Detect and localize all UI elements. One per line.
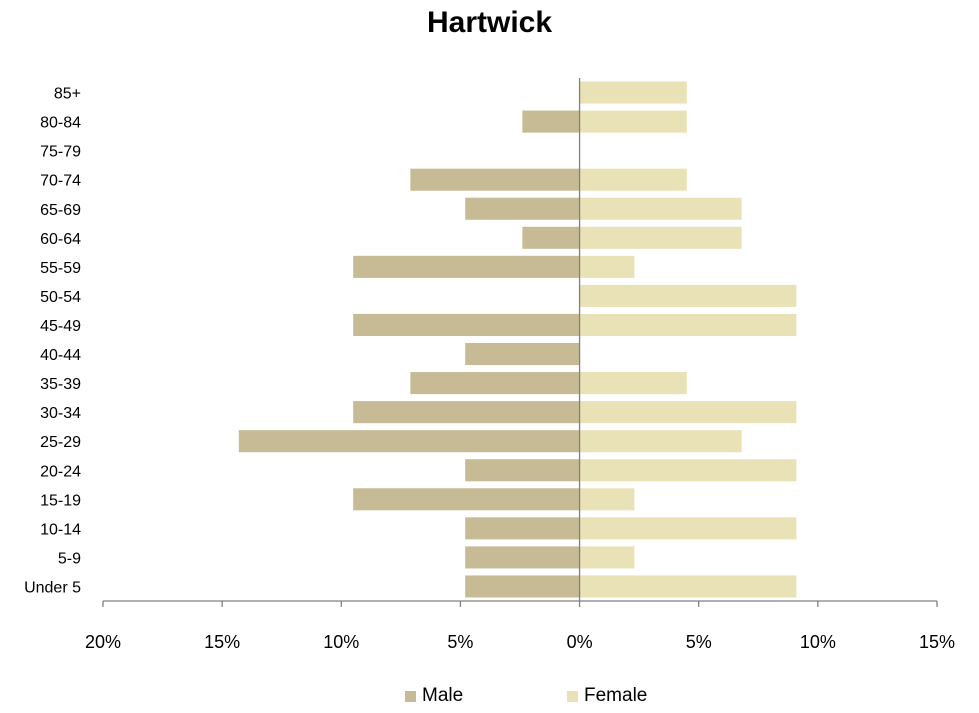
bar-female-30-34	[579, 401, 797, 424]
category-label: 10-14	[40, 521, 81, 538]
x-tick-labels: 20% 15% 10% 5% 0% 5% 10% 15%	[85, 632, 955, 652]
category-label: 40-44	[40, 347, 81, 364]
chart-title: Hartwick	[426, 6, 553, 39]
x-tick-label: 5%	[686, 632, 712, 652]
bar-male-15-19	[353, 488, 580, 511]
legend-item-female: Female	[567, 685, 647, 707]
bar-female-70-74	[579, 168, 687, 191]
category-label: 65-69	[40, 202, 81, 219]
x-tick-label: 0%	[567, 632, 593, 652]
category-label: 30-34	[40, 405, 81, 422]
legend-label-male: Male	[422, 685, 464, 706]
category-label: 20-24	[40, 463, 81, 480]
x-tick-label: 15%	[919, 632, 955, 652]
bar-male-45-49	[353, 313, 580, 337]
bar-female-5-9	[579, 546, 635, 569]
category-label: 70-74	[40, 173, 81, 190]
bar-female-15-19	[579, 488, 635, 511]
bar-female-20-24	[579, 459, 797, 482]
bar-female-35-39	[579, 372, 687, 395]
category-labels: Under 5 5-9 10-14 15-19 20-24 25-29 30-34 35-39…	[24, 86, 81, 597]
bar-male-60-64	[522, 226, 580, 249]
category-label: 5-9	[58, 550, 81, 567]
x-tick-label: 10%	[323, 632, 359, 652]
legend-label-female: Female	[584, 685, 648, 706]
category-label: 45-49	[40, 318, 81, 335]
x-tick-label: 5%	[447, 632, 473, 652]
legend: Male Female	[0, 685, 979, 711]
bar-male-5-9	[465, 546, 580, 569]
category-label: Under 5	[24, 579, 81, 596]
category-label: 55-59	[40, 260, 81, 277]
bar-female-55-59	[579, 255, 635, 278]
bar-male-under-5	[465, 575, 580, 598]
bar-male-40-44	[465, 342, 580, 366]
bar-male-65-69	[465, 197, 580, 220]
bar-male-35-39	[410, 372, 580, 395]
category-label: 50-54	[40, 289, 81, 306]
bar-male-10-14	[465, 517, 580, 540]
bar-male-20-24	[465, 459, 580, 482]
bar-male-55-59	[353, 255, 580, 278]
bar-female-45-49	[579, 313, 797, 337]
bar-male-30-34	[353, 401, 580, 424]
category-label: 35-39	[40, 376, 81, 393]
bar-female-85+	[579, 81, 687, 104]
category-label: 75-79	[40, 144, 81, 161]
bar-female-10-14	[579, 517, 797, 540]
category-label: 80-84	[40, 115, 81, 132]
axes	[102, 78, 938, 607]
legend-swatch-female	[567, 690, 578, 702]
category-label: 85+	[54, 86, 81, 103]
male-bars	[238, 110, 580, 598]
x-tick-label: 15%	[204, 632, 240, 652]
bar-female-80-84	[579, 110, 687, 133]
bar-male-25-29	[238, 430, 580, 453]
legend-swatch-male	[405, 690, 416, 702]
bar-female-60-64	[579, 226, 742, 249]
bar-female-25-29	[579, 430, 742, 453]
category-label: 60-64	[40, 231, 81, 248]
bar-female-50-54	[579, 284, 797, 307]
category-label: 15-19	[40, 492, 81, 509]
bar-female-under-5	[579, 575, 797, 598]
x-tick-label: 20%	[85, 632, 121, 652]
legend-item-male: Male	[405, 685, 463, 707]
female-bars	[579, 81, 797, 598]
bar-female-65-69	[579, 197, 742, 220]
category-label: 25-29	[40, 434, 81, 451]
x-tick-label: 10%	[800, 632, 836, 652]
bar-male-80-84	[522, 110, 580, 133]
bar-male-70-74	[410, 168, 580, 191]
